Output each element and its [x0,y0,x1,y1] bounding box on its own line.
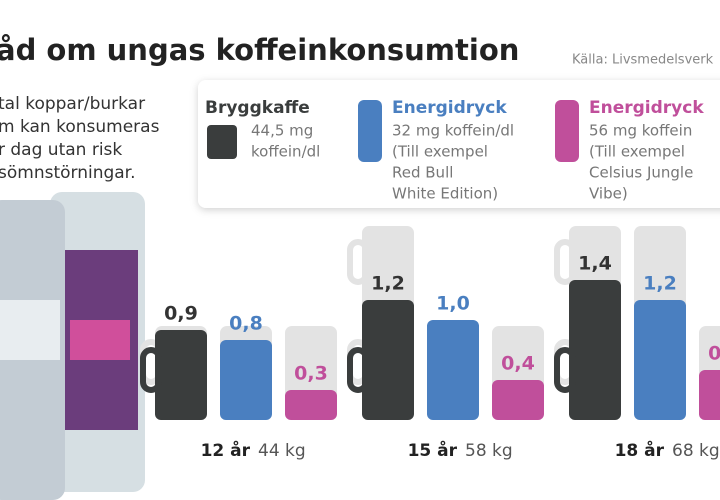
source: Källa: Livsmedelsverk [572,53,714,68]
value-label: 1,4 [578,253,612,275]
bar [569,280,621,420]
legend-box [198,80,720,208]
legend-detail: 44,5 mg [251,122,313,140]
legend-detail: Red Bull [392,164,453,182]
cup-handle [347,347,369,393]
value-label: 0,4 [501,353,535,375]
value-label: 0,8 [229,313,263,335]
bar [699,370,720,420]
category-label: 18 år [615,439,665,461]
bar [362,300,414,420]
value-label: 1,2 [371,273,405,295]
legend-detail: Vibe) [589,185,628,203]
cup-handle [347,239,369,285]
bar [492,380,544,420]
legend-detail: koffein/dl [251,143,320,161]
legend-detail: (Till exempel [392,143,488,161]
cup-handle [554,239,576,285]
legend-detail: 32 mg koffein/dl [392,122,514,140]
can-photo [0,192,145,500]
intro-line: tal koppar/burkar [0,94,145,114]
legend-detail: Celsius Jungle [589,164,693,182]
legend-icon [555,100,579,162]
intro-line: m kan konsumeras [0,117,160,137]
legend-name: Energidryck [589,98,704,118]
container-outline [362,226,414,318]
legend-detail: White Edition) [392,185,498,203]
legend-detail: (Till exempel [589,143,685,161]
title: åd om ungas koffeinkonsumtion [0,33,519,67]
legend-name: Energidryck [392,98,507,118]
value-label: 0,3 [294,363,328,385]
cup-handle [554,347,576,393]
legend-detail: 56 mg koffein [589,122,692,140]
category-label: 12 år [201,439,251,461]
intro-line: r dag utan risk [0,140,122,160]
legend-icon [358,100,382,162]
bar [634,300,686,420]
category-label: 15 år [408,439,458,461]
value-label: 0,5 [708,343,720,365]
weight-label: 68 kg [672,441,720,461]
value-label: 1,2 [643,273,677,295]
intro-line: sömnstörningar. [0,163,136,183]
bar [427,320,479,420]
weight-label: 44 kg [258,441,306,461]
cup-handle [140,347,162,393]
value-label: 1,0 [436,293,470,315]
bar [220,340,272,420]
value-label: 0,9 [164,303,198,325]
weight-label: 58 kg [465,441,513,461]
bar [285,390,337,420]
legend-icon [207,125,237,159]
bar [155,330,207,420]
container-outline [634,226,686,318]
legend-name: Bryggkaffe [205,98,310,118]
